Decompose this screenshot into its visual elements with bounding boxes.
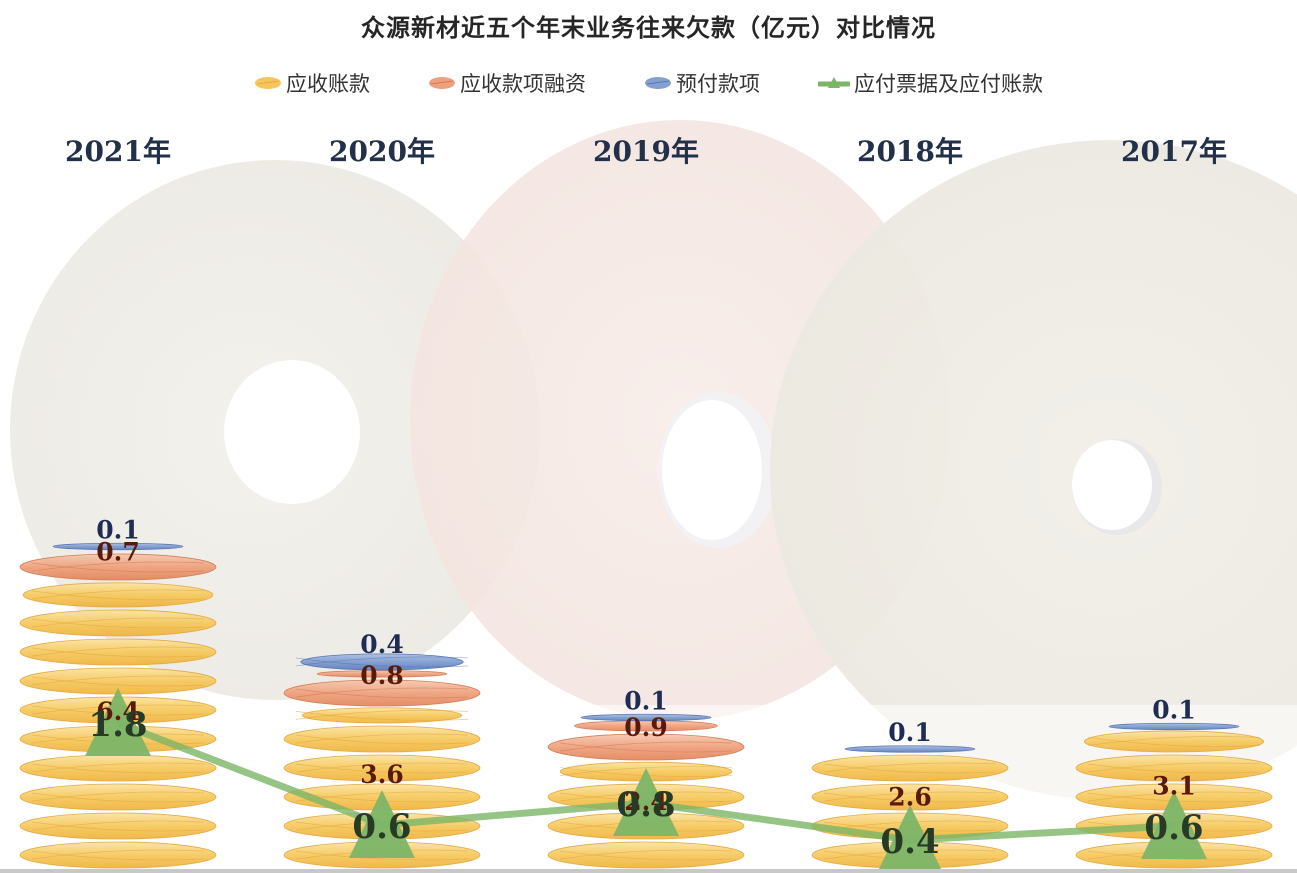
legend-label: 应收款项融资: [460, 72, 586, 96]
legend-label: 应收账款: [286, 72, 370, 96]
data-label-financing: 0.9: [624, 713, 668, 742]
baseline: [0, 869, 1297, 873]
data-label-receivables: 2.4: [624, 787, 668, 816]
data-label-payables: 0.6: [1144, 808, 1203, 848]
data-label-financing: 0.7: [96, 537, 140, 566]
legend-item-receivables[interactable]: 应收账款: [254, 68, 370, 98]
category-label-2019: 2019年: [593, 135, 699, 168]
data-label-prepayments: 0.4: [360, 630, 404, 659]
data-label-financing: 0.8: [360, 661, 404, 690]
financing-coin[interactable]: [547, 733, 745, 761]
receivables-coin[interactable]: [19, 638, 217, 666]
receivables-coin[interactable]: [19, 783, 217, 811]
legend-item-financing[interactable]: 应收款项融资: [428, 68, 586, 98]
financing-coin[interactable]: [19, 553, 217, 581]
receivables-coin[interactable]: [19, 754, 217, 782]
receivables-coin[interactable]: [22, 582, 214, 608]
payables-triangle-marker[interactable]: [1141, 791, 1207, 859]
payables-triangle-marker[interactable]: [613, 768, 679, 836]
data-label-payables: 0.8: [616, 785, 675, 825]
receivables-coin[interactable]: [1075, 754, 1273, 782]
payables-triangle-marker[interactable]: [85, 688, 151, 756]
payables-triangle-marker[interactable]: [349, 790, 415, 858]
prepayments-coin[interactable]: [844, 745, 976, 753]
prepayments-coin[interactable]: [52, 542, 184, 551]
data-label-prepayments: 0.1: [1152, 695, 1196, 724]
data-label-payables: 0.6: [352, 807, 411, 847]
chart-title: 众源新材近五个年末业务往来欠款（亿元）对比情况: [361, 13, 936, 42]
prepayments-coin[interactable]: [580, 713, 712, 722]
receivables-coin[interactable]: [295, 707, 469, 724]
line-triangle-icon: [818, 77, 850, 88]
receivables-coin[interactable]: [547, 841, 745, 869]
receivables-coin[interactable]: [283, 725, 481, 753]
category-label-2020: 2020年: [329, 135, 435, 168]
receivables-coin[interactable]: [1083, 730, 1265, 753]
legend-label: 预付款项: [676, 72, 760, 96]
legend-label: 应付票据及应付账款: [854, 72, 1043, 96]
category-label-2017: 2017年: [1121, 135, 1227, 168]
receivables-coin[interactable]: [811, 754, 1009, 782]
data-label-payables: 1.8: [88, 705, 147, 745]
payables-triangle-marker[interactable]: [877, 805, 943, 873]
data-label-payables: 0.4: [880, 822, 939, 862]
receivables-coin[interactable]: [19, 812, 217, 840]
category-label-2021: 2021年: [65, 135, 171, 168]
data-label-prepayments: 0.1: [888, 718, 932, 747]
data-label-receivables: 3.1: [1152, 771, 1196, 800]
category-label-2018: 2018年: [857, 135, 963, 168]
prepayments-coin[interactable]: [1108, 722, 1240, 731]
prepayments-coin[interactable]: [295, 653, 469, 671]
data-label-receivables: 2.6: [888, 783, 932, 812]
receivables-coin[interactable]: [283, 754, 481, 782]
coin-yellow-icon: [255, 77, 281, 89]
data-label-prepayments: 0.1: [96, 515, 140, 544]
receivables-coin[interactable]: [19, 609, 217, 637]
data-label-receivables: 6.4: [96, 697, 140, 726]
data-label-receivables: 3.6: [360, 760, 404, 789]
data-label-prepayments: 0.1: [624, 686, 668, 715]
financing-coin[interactable]: [283, 679, 481, 707]
coin-blue-icon: [645, 77, 671, 89]
legend-item-payables[interactable]: 应付票据及应付账款: [818, 68, 1043, 98]
financing-coin[interactable]: [316, 670, 448, 678]
legend-item-prepayments[interactable]: 预付款项: [644, 68, 760, 98]
legend: 应收账款 应收款项融资 预付款项 应付票据及应付账款: [0, 68, 1297, 98]
coin-orange-icon: [429, 77, 455, 89]
receivables-coin[interactable]: [811, 783, 1009, 811]
receivables-coin[interactable]: [19, 841, 217, 869]
